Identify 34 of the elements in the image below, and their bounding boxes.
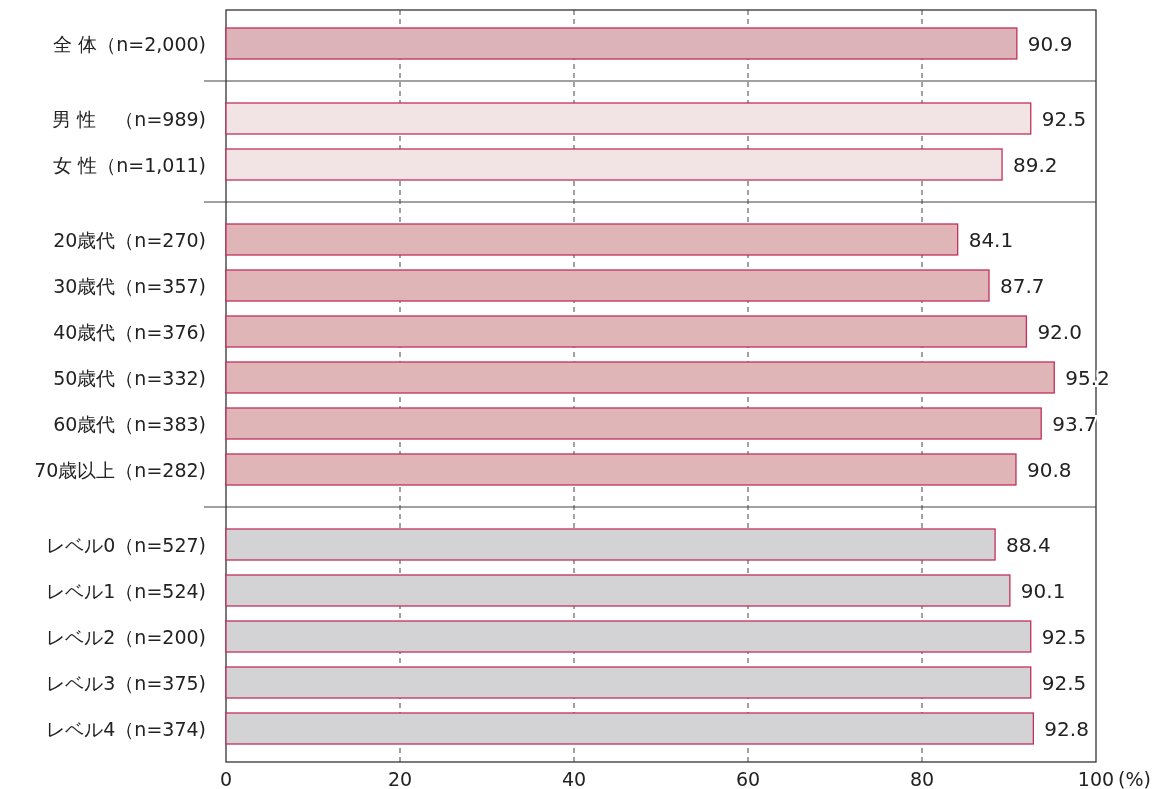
y-tick-label: 60歳代（n=383) <box>53 412 206 435</box>
data-label: 84.1 <box>968 227 1014 252</box>
y-tick-label: 男 性 （n=989) <box>52 107 206 130</box>
y-tick-label: レベル1（n=524) <box>46 579 206 602</box>
data-label: 90.1 <box>1020 578 1066 603</box>
x-tick-label: 40 <box>561 768 587 789</box>
data-label: 92.0 <box>1037 319 1082 344</box>
y-tick-label: 30歳代（n=357) <box>53 274 206 297</box>
y-tick-label: レベル4（n=374) <box>46 717 206 740</box>
y-tick-label: レベル2（n=200) <box>46 625 206 648</box>
data-label: 90.8 <box>1026 457 1072 482</box>
data-label: 88.4 <box>1006 532 1051 557</box>
y-tick-label: 70歳以上（n=282) <box>34 458 206 481</box>
data-label: 90.9 <box>1027 31 1073 56</box>
x-axis-title: (%) <box>1118 768 1151 789</box>
data-label: 93.7 <box>1052 411 1097 436</box>
data-label: 92.5 <box>1041 106 1087 131</box>
x-tick-label: 0 <box>219 768 233 789</box>
y-tick-label: 40歳代（n=376) <box>53 320 206 343</box>
x-tick-label: 80 <box>909 768 935 789</box>
y-tick-label: レベル3（n=375) <box>46 671 206 694</box>
y-tick-label: 20歳代（n=270) <box>53 228 206 251</box>
y-tick-label: 全 体（n=2,000) <box>53 32 206 55</box>
data-label: 92.5 <box>1041 670 1087 695</box>
y-tick-label: レベル0（n=527) <box>46 533 206 556</box>
data-label: 92.5 <box>1041 624 1087 649</box>
data-label: 87.7 <box>999 273 1045 298</box>
data-label: 92.8 <box>1044 716 1089 741</box>
data-label: 89.2 <box>1013 152 1058 177</box>
x-tick-label: 100 <box>1077 768 1115 789</box>
x-tick-label: 20 <box>387 768 413 789</box>
y-tick-label: 女 性（n=1,011) <box>53 153 206 176</box>
x-tick-label: 60 <box>735 768 761 789</box>
y-tick-label: 50歳代（n=332) <box>53 366 206 389</box>
